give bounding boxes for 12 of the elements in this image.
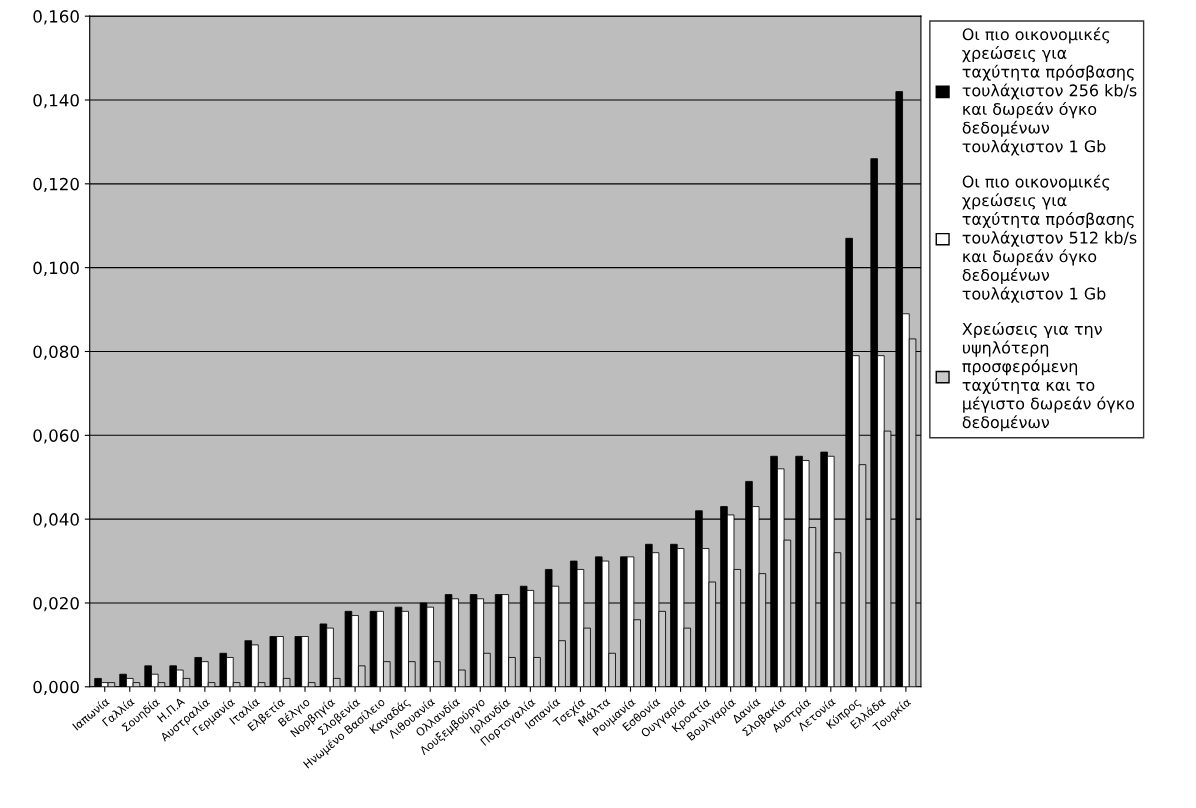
- y-tick-label: 0,000: [33, 680, 79, 696]
- y-tick-label: 0,020: [33, 596, 79, 612]
- y-tick-label: 0,060: [33, 429, 79, 444]
- y-tick-label: 0,080: [33, 345, 79, 360]
- y-tick-label: 0,120: [33, 177, 79, 193]
- y-tick-label: 0,140: [33, 93, 79, 109]
- legend-label: Χρεώσεις για την υψηλότερη προσφερόμενη ταχύτητα και το μέγιστο δωρεάν όγκο δεδομένων: [962, 321, 1135, 432]
- y-tick-label: 0,160: [33, 10, 79, 25]
- y-tick-label: 0,040: [33, 513, 79, 528]
- legend-label: Οι πιο οικονομικές χρεώσεις για ταχύτητα πρόσβασης τουλάχιστον 512 kb/s και δωρεάν όγκο δεδομένων τουλάχιστον 1 Gb: [962, 174, 1137, 303]
- y-tick-label: 0,100: [33, 261, 79, 276]
- legend-label: Οι πιο οικονομικές χρεώσεις για ταχύτητα πρόσβασης τουλάχιστον 256 kb/s και δωρεάν όγκο δεδομένων τουλάχιστον 1 Gb: [962, 27, 1137, 156]
